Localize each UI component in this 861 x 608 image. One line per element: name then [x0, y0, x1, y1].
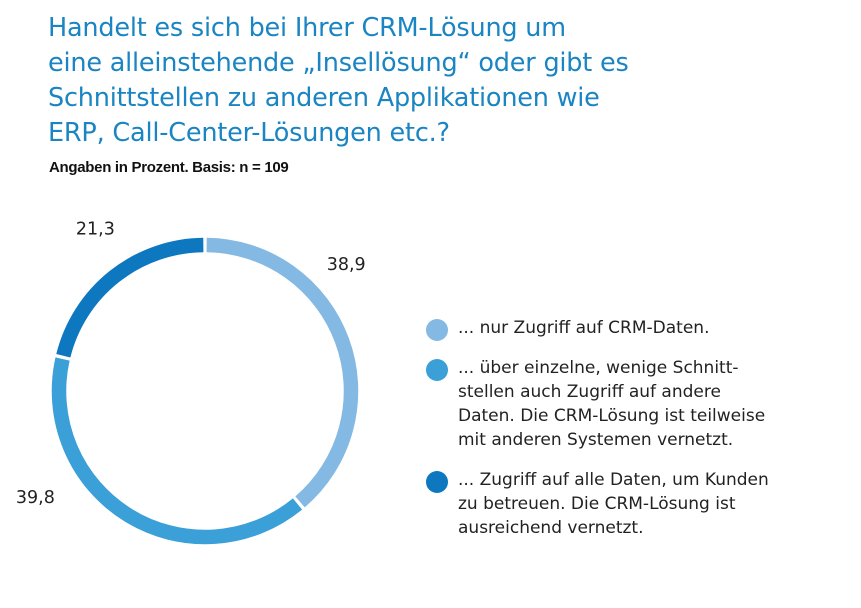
- legend: ... nur Zugriff auf CRM-Daten. ... über …: [426, 316, 846, 556]
- legend-swatch: [426, 319, 448, 341]
- legend-line: mit anderen Systemen vernetzt.: [458, 430, 734, 450]
- title-line: Handelt es sich bei Ihrer CRM-Lösung um: [48, 13, 566, 43]
- legend-line: zu betreuen. Die CRM-Lösung ist: [458, 494, 736, 514]
- legend-label: ... Zugriff auf alle Daten, um Kunden zu…: [458, 468, 846, 540]
- legend-line: ... Zugriff auf alle Daten, um Kunden: [458, 470, 769, 490]
- donut-slice: [56, 237, 204, 358]
- slice-value-label: 39,8: [16, 488, 55, 508]
- legend-line: stellen auch Zugriff auf andere: [458, 382, 721, 402]
- legend-item: ... Zugriff auf alle Daten, um Kunden zu…: [426, 468, 846, 540]
- legend-swatch: [426, 471, 448, 493]
- legend-line: Daten. Die CRM-Lösung ist teilweise: [458, 406, 766, 426]
- chart-title: Handelt es sich bei Ihrer CRM-Lösung um …: [48, 11, 748, 151]
- legend-label: ... nur Zugriff auf CRM-Daten.: [458, 316, 846, 340]
- legend-label: ... über einzelne, wenige Schnitt- stell…: [458, 356, 846, 452]
- chart-subtitle: Angaben in Prozent. Basis: n = 109: [49, 159, 289, 176]
- legend-line: ... über einzelne, wenige Schnitt-: [458, 358, 739, 378]
- slice-value-label: 38,9: [327, 255, 366, 275]
- legend-item: ... über einzelne, wenige Schnitt- stell…: [426, 356, 846, 452]
- slice-value-label: 21,3: [76, 220, 115, 240]
- title-line: eine alleinstehende „Insellösung“ oder g…: [48, 48, 629, 78]
- donut-slice: [51, 357, 303, 545]
- legend-swatch: [426, 359, 448, 381]
- legend-item: ... nur Zugriff auf CRM-Daten.: [426, 316, 846, 341]
- legend-line: ... nur Zugriff auf CRM-Daten.: [458, 318, 710, 338]
- donut-slice: [206, 237, 359, 508]
- title-line: ERP, Call-Center-Lösungen etc.?: [48, 118, 450, 148]
- title-line: Schnittstellen zu anderen Applikationen …: [48, 83, 600, 113]
- legend-line: ausreichend vernetzt.: [458, 518, 644, 538]
